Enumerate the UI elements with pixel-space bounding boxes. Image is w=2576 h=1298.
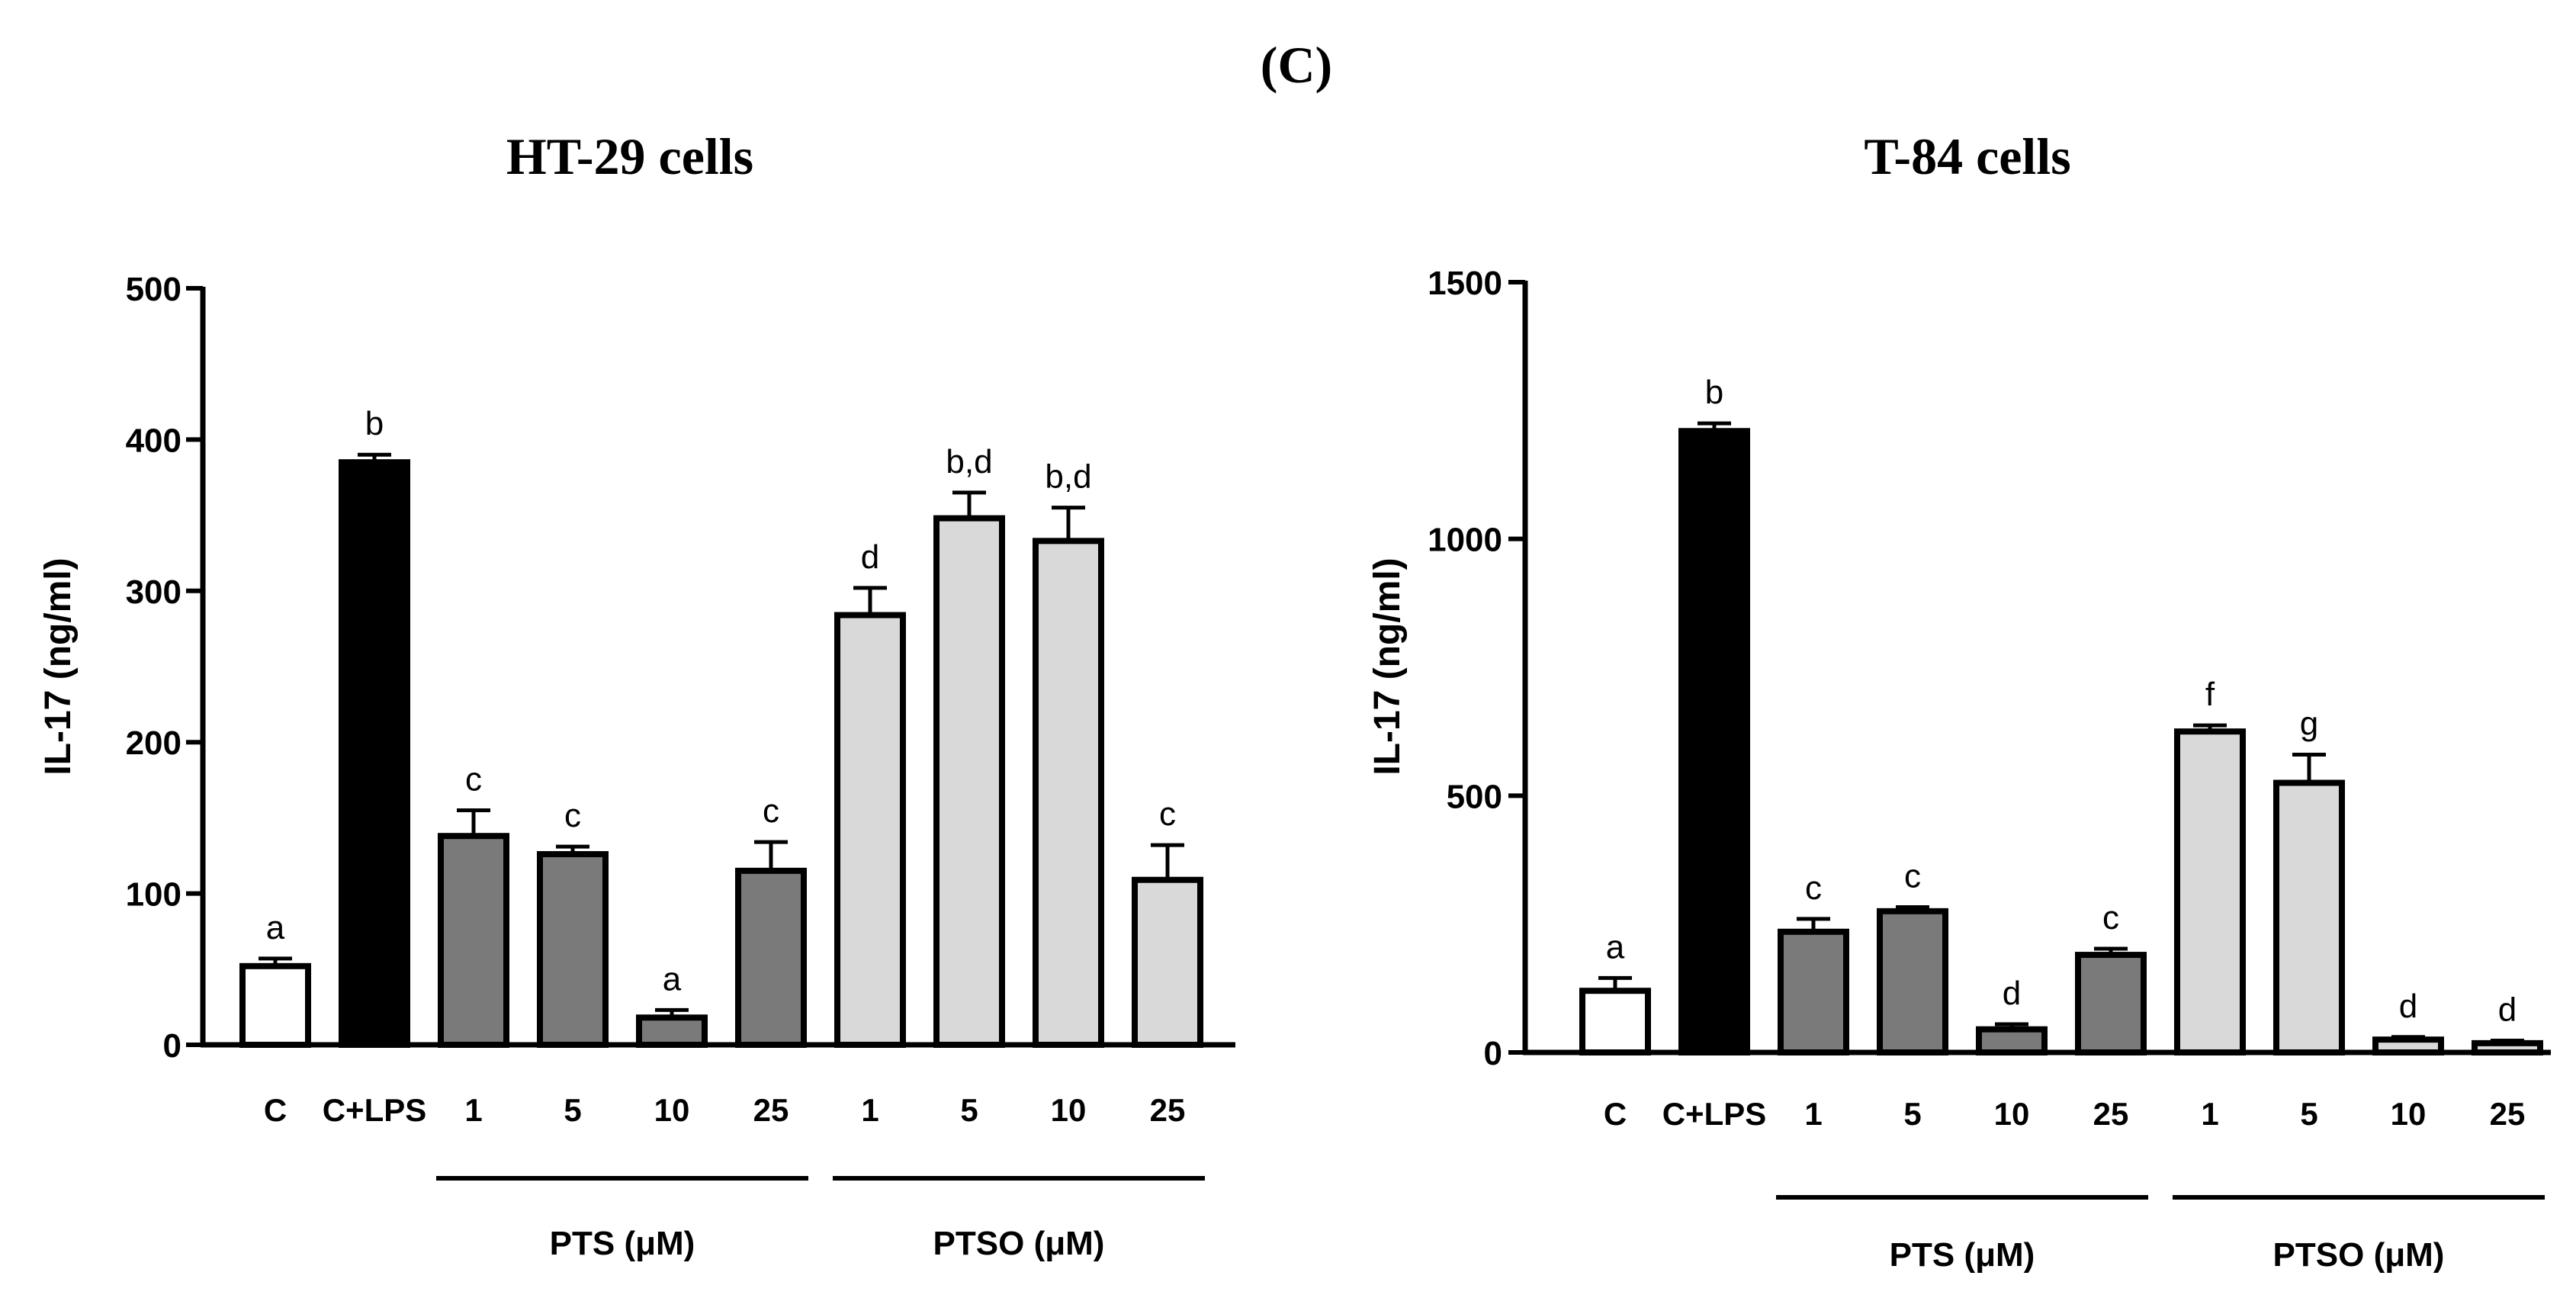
x-tick-label: 1 bbox=[861, 1092, 878, 1128]
x-tick-label: 10 bbox=[1994, 1096, 2030, 1132]
bar-lps bbox=[339, 459, 410, 1048]
significance-letter: c bbox=[1904, 857, 1921, 895]
group-label: PTSO (μM) bbox=[2273, 1236, 2445, 1274]
x-tick-label: C+LPS bbox=[1662, 1096, 1767, 1132]
y-tick-label: 500 bbox=[1447, 778, 1502, 815]
x-tick-label: 10 bbox=[654, 1092, 690, 1128]
x-tick-label: 1 bbox=[2201, 1096, 2218, 1132]
significance-letter: c bbox=[1805, 869, 1822, 907]
bar-pts bbox=[1877, 908, 1948, 1056]
bar-ptso bbox=[1033, 538, 1104, 1048]
x-tick-label: C bbox=[1604, 1096, 1627, 1132]
bar-lps bbox=[1678, 428, 1750, 1055]
bar-ptso bbox=[2273, 779, 2345, 1055]
y-tick-label: 0 bbox=[1484, 1035, 1502, 1072]
x-tick-label: 10 bbox=[2391, 1096, 2427, 1132]
significance-letter: d bbox=[861, 538, 879, 576]
bar-pts bbox=[1778, 928, 1849, 1056]
y-tick-label: 300 bbox=[126, 573, 181, 611]
significance-letter: c bbox=[763, 792, 779, 830]
significance-letter: a bbox=[266, 909, 285, 946]
significance-letter: c bbox=[1159, 795, 1176, 833]
bar-ptso bbox=[2472, 1039, 2543, 1056]
x-tick-label: 1 bbox=[1804, 1096, 1822, 1132]
y-axis-label: IL-17 (ng/ml) bbox=[1367, 557, 1408, 775]
bar-ptso bbox=[1132, 876, 1203, 1049]
chart-title: T-84 cells bbox=[1864, 127, 2070, 185]
bar-pts bbox=[438, 833, 509, 1048]
significance-letter: a bbox=[1606, 928, 1625, 965]
bar-control bbox=[1579, 988, 1651, 1055]
x-tick-label: 1 bbox=[464, 1092, 482, 1128]
significance-letter: d bbox=[2003, 975, 2021, 1012]
y-tick-label: 400 bbox=[126, 422, 181, 459]
bar-ptso bbox=[834, 612, 906, 1048]
bar-ptso bbox=[2174, 728, 2246, 1056]
y-tick-label: 500 bbox=[126, 271, 181, 308]
x-tick-label: 5 bbox=[2300, 1096, 2317, 1132]
significance-letter: b bbox=[1705, 374, 1723, 411]
x-tick-label: C bbox=[264, 1092, 287, 1128]
significance-letter: d bbox=[2399, 988, 2417, 1025]
y-tick-label: 200 bbox=[126, 725, 181, 762]
significance-letter: b,d bbox=[1045, 458, 1091, 496]
bar-pts bbox=[2075, 952, 2147, 1055]
x-tick-label: C+LPS bbox=[323, 1092, 427, 1128]
bar-pts bbox=[735, 867, 807, 1048]
significance-letter: c bbox=[2102, 899, 2119, 937]
x-tick-label: 5 bbox=[960, 1092, 978, 1128]
chart-t84: T-84 cells IL-17 (ng/ml) 0 500 1000 1500 a Cb C+… bbox=[1367, 127, 2551, 1274]
bar-pts bbox=[1976, 1026, 2048, 1055]
significance-letter: g bbox=[2300, 705, 2318, 742]
group-label: PTS (μM) bbox=[1890, 1236, 2035, 1274]
chart-ht29: HT-29 cells IL-17 (ng/ml) 0 100 200 300 400 500… bbox=[38, 127, 1235, 1262]
y-axis-label: IL-17 (ng/ml) bbox=[38, 557, 79, 775]
x-tick-label: 5 bbox=[1903, 1096, 1921, 1132]
significance-letter: c bbox=[465, 760, 482, 798]
y-tick-label: 0 bbox=[163, 1027, 181, 1065]
y-tick-label: 1000 bbox=[1428, 522, 1502, 559]
group-label: PTSO (μM) bbox=[933, 1225, 1105, 1262]
group-label: PTS (μM) bbox=[550, 1225, 695, 1262]
bar-pts bbox=[537, 851, 609, 1048]
bar-pts bbox=[636, 1014, 708, 1048]
significance-letter: c bbox=[564, 797, 581, 834]
bar-ptso bbox=[2372, 1036, 2444, 1055]
x-tick-label: 5 bbox=[564, 1092, 581, 1128]
x-tick-label: 25 bbox=[2093, 1096, 2129, 1132]
bar-ptso bbox=[933, 515, 1005, 1048]
y-tick-label: 100 bbox=[126, 876, 181, 914]
x-tick-label: 25 bbox=[1150, 1092, 1186, 1128]
significance-letter: b bbox=[365, 405, 384, 442]
y-tick-label: 1500 bbox=[1428, 265, 1502, 302]
significance-letter: b,d bbox=[946, 443, 992, 480]
x-tick-label: 10 bbox=[1051, 1092, 1087, 1128]
significance-letter: d bbox=[2498, 991, 2517, 1029]
significance-letter: f bbox=[2205, 676, 2215, 713]
bar-control bbox=[239, 962, 311, 1049]
significance-letter: a bbox=[663, 960, 682, 998]
x-tick-label: 25 bbox=[2490, 1096, 2526, 1132]
panel-label: (C) bbox=[1261, 36, 1332, 94]
x-tick-label: 25 bbox=[753, 1092, 789, 1128]
chart-title: HT-29 cells bbox=[506, 127, 753, 185]
